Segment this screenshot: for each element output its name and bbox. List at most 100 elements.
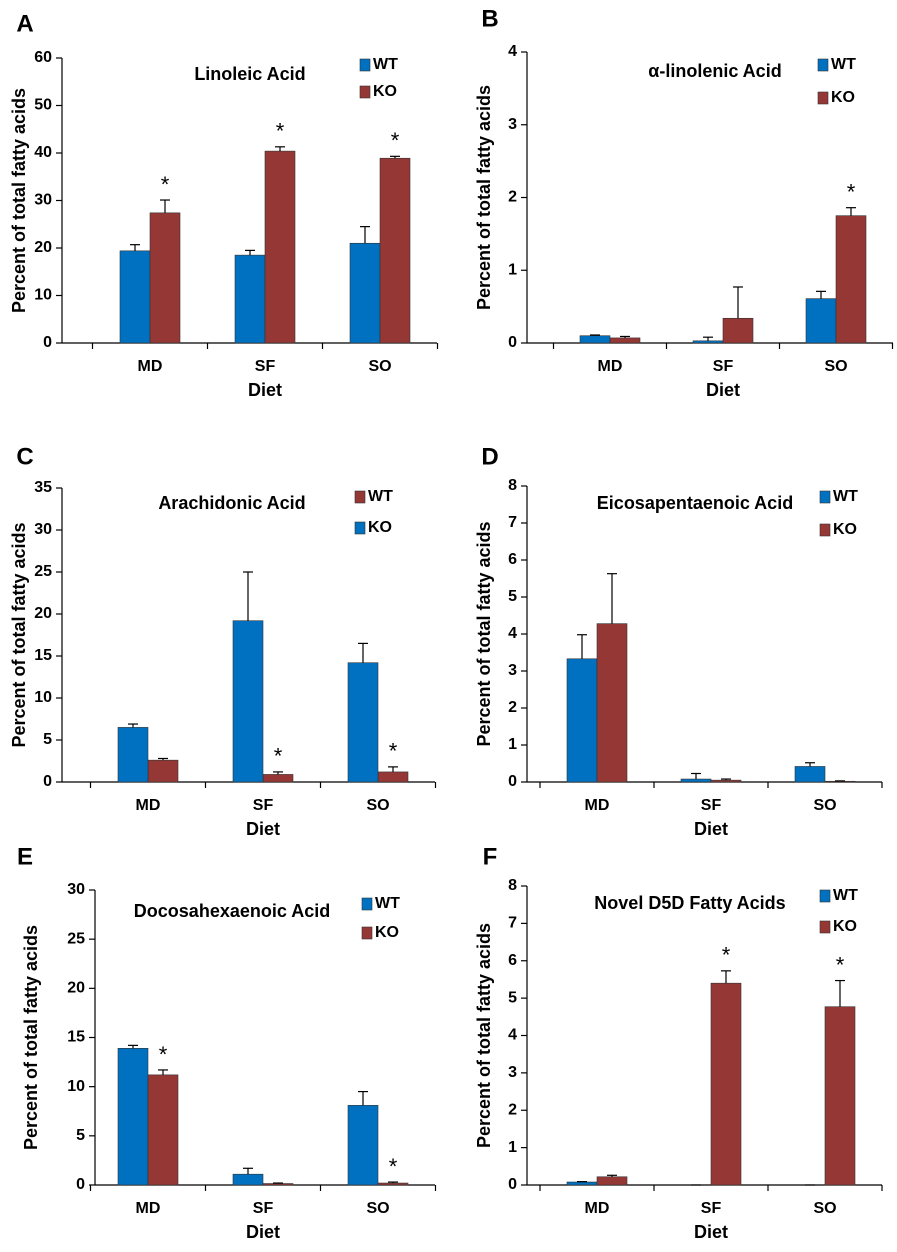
- y-tick-label: 2: [508, 189, 517, 206]
- legend-label: WT: [833, 887, 858, 904]
- y-tick-label: 10: [67, 1078, 85, 1095]
- chart-title: Eicosapentaenoic Acid: [597, 493, 793, 513]
- x-tick-label: SO: [366, 1200, 389, 1217]
- bar: [232, 1173, 264, 1186]
- x-tick-label: SF: [255, 358, 276, 375]
- legend-swatch: [359, 85, 371, 99]
- chart-title: Arachidonic Acid: [158, 493, 305, 513]
- y-tick-label: 1: [508, 261, 517, 278]
- y-tick-label: 0: [43, 334, 52, 351]
- chart-title: Docosahexaenoic Acid: [134, 901, 330, 921]
- legend-swatch: [817, 58, 829, 72]
- error-bar: [607, 1174, 617, 1177]
- bar: [710, 779, 742, 783]
- y-tick-label: 5: [508, 588, 517, 605]
- bar: [119, 250, 151, 344]
- y-tick-label: 40: [34, 144, 52, 161]
- bar: [149, 212, 181, 344]
- bar: [596, 623, 628, 783]
- error-bar: [128, 1044, 138, 1049]
- error-bar: [243, 571, 253, 621]
- chart-title: α-linolenic Acid: [648, 61, 781, 81]
- y-tick-label: 0: [508, 773, 517, 790]
- error-bar: [691, 772, 701, 780]
- significance-mark: *: [161, 172, 170, 197]
- bar: [377, 1182, 409, 1186]
- y-tick-label: 10: [34, 689, 52, 706]
- y-tick-label: 2: [508, 699, 517, 716]
- y-tick-label: 30: [67, 881, 85, 898]
- x-axis-label: Diet: [706, 380, 740, 400]
- bar: [262, 774, 294, 783]
- error-bar: [590, 334, 600, 336]
- y-tick-label: 2: [508, 1101, 517, 1118]
- significance-mark: *: [391, 128, 400, 153]
- legend-label: KO: [368, 519, 392, 536]
- y-tick-label: 4: [508, 43, 517, 60]
- y-tick-label: 4: [508, 625, 517, 642]
- y-tick-label: 8: [508, 877, 517, 894]
- legend-swatch: [817, 91, 829, 105]
- x-tick-label: MD: [585, 1200, 610, 1217]
- y-tick-label: 20: [67, 980, 85, 997]
- bar: [566, 1181, 598, 1186]
- y-tick-label: 20: [34, 239, 52, 256]
- y-tick-label: 35: [34, 479, 52, 496]
- significance-mark: *: [159, 1042, 168, 1067]
- error-bar: [805, 762, 815, 767]
- error-bar: [130, 244, 140, 251]
- y-tick-label: 6: [508, 551, 517, 568]
- legend-label: KO: [833, 918, 857, 935]
- panel-label: A: [16, 10, 33, 37]
- y-tick-label: 6: [508, 952, 517, 969]
- y-tick-label: 1: [508, 736, 517, 753]
- x-axis-label: Diet: [246, 819, 280, 839]
- error-bar: [733, 286, 743, 319]
- y-tick-label: 5: [508, 989, 517, 1006]
- y-tick-label: 50: [34, 97, 52, 114]
- significance-mark: *: [389, 1154, 398, 1179]
- error-bar: [158, 757, 168, 761]
- legend-swatch: [361, 926, 373, 940]
- error-bar: [273, 771, 283, 775]
- bar: [609, 337, 641, 344]
- y-tick-label: 5: [76, 1127, 85, 1144]
- error-bar: [846, 207, 856, 216]
- y-axis-label: Percent of total fatty acids: [21, 925, 41, 1150]
- bar: [377, 771, 409, 783]
- x-tick-label: SO: [813, 797, 836, 814]
- panel-label: C: [16, 443, 33, 470]
- x-tick-label: MD: [585, 797, 610, 814]
- y-tick-label: 1: [508, 1139, 517, 1156]
- significance-mark: *: [836, 952, 845, 977]
- legend-swatch: [354, 490, 366, 504]
- legend-label: KO: [373, 83, 397, 100]
- legend-label: WT: [375, 895, 400, 912]
- legend-swatch: [819, 889, 831, 903]
- bar: [234, 254, 266, 344]
- bar: [117, 1048, 149, 1186]
- y-tick-label: 30: [34, 192, 52, 209]
- legend-label: WT: [373, 56, 398, 73]
- legend-label: WT: [368, 488, 393, 505]
- error-bar: [358, 642, 368, 663]
- x-axis-label: Diet: [694, 819, 728, 839]
- error-bar: [721, 778, 731, 781]
- y-tick-label: 15: [67, 1029, 85, 1046]
- bar: [566, 658, 598, 783]
- error-bar: [388, 766, 398, 772]
- y-tick-label: 3: [508, 116, 517, 133]
- error-bar: [577, 634, 587, 659]
- bar: [579, 335, 611, 344]
- significance-mark: *: [274, 744, 283, 769]
- x-tick-label: SF: [253, 1200, 274, 1217]
- x-tick-label: SF: [701, 1200, 722, 1217]
- chart-title: Novel D5D Fatty Acids: [594, 893, 785, 913]
- y-tick-label: 25: [34, 563, 52, 580]
- x-axis-label: Diet: [248, 380, 282, 400]
- bar: [347, 662, 379, 783]
- significance-mark: *: [276, 119, 285, 144]
- bar: [596, 1176, 628, 1186]
- y-axis-label: Percent of total fatty acids: [474, 521, 494, 746]
